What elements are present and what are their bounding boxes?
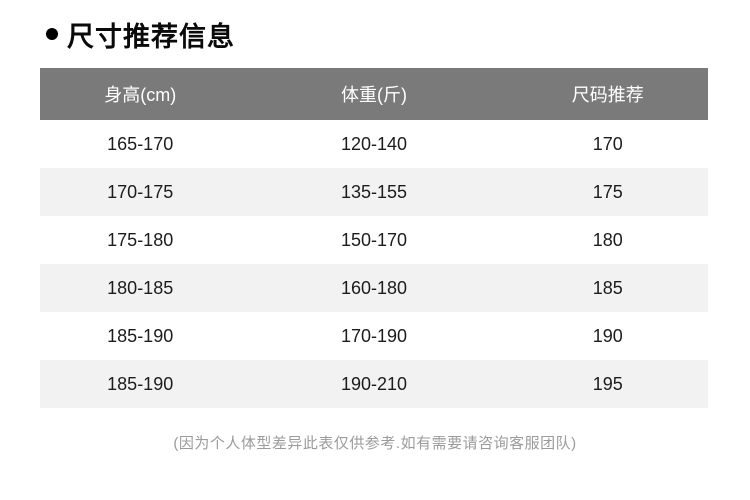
cell-height: 180-185: [107, 277, 174, 298]
cell-size: 185: [592, 277, 623, 298]
table-row: 175-180 150-170 180: [40, 216, 708, 264]
cell-height: 165-170: [107, 133, 174, 154]
size-recommendation-table: 身高(cm) 体重(斤) 尺码推荐 165-170 120-140 170 17…: [40, 68, 708, 408]
disclaimer-note: (因为个人体型差异此表仅供参考.如有需要请咨询客服团队): [173, 435, 577, 452]
cell-weight: 190-210: [340, 373, 408, 394]
cell-weight: 150-170: [340, 229, 408, 250]
cell-size: 170: [592, 133, 623, 154]
cell-height: 170-175: [107, 181, 174, 202]
cell-weight: 160-180: [340, 277, 408, 298]
bullet-icon: [46, 28, 58, 40]
section-title: 尺寸推荐信息: [67, 21, 235, 52]
section-title-row: 尺寸推荐信息: [46, 14, 235, 54]
cell-height: 185-190: [107, 325, 174, 346]
table-row: 165-170 120-140 170: [40, 120, 708, 168]
cell-size: 175: [592, 181, 623, 202]
table-row: 170-175 135-155 175: [40, 168, 708, 216]
cell-weight: 170-190: [340, 325, 408, 346]
cell-weight: 120-140: [340, 133, 408, 154]
table-row: 180-185 160-180 185: [40, 264, 708, 312]
table-row: 185-190 170-190 190: [40, 312, 708, 360]
cell-weight: 135-155: [340, 181, 408, 202]
header-weight: 体重(斤): [340, 85, 407, 105]
table-row: 185-190 190-210 195: [40, 360, 708, 408]
table-header-row: 身高(cm) 体重(斤) 尺码推荐: [40, 68, 708, 120]
cell-size: 195: [592, 373, 623, 394]
header-height: 身高(cm): [104, 85, 177, 105]
header-size: 尺码推荐: [571, 85, 644, 105]
cell-height: 175-180: [107, 229, 174, 250]
cell-height: 185-190: [107, 373, 174, 394]
cell-size: 190: [592, 325, 623, 346]
cell-size: 180: [592, 229, 623, 250]
